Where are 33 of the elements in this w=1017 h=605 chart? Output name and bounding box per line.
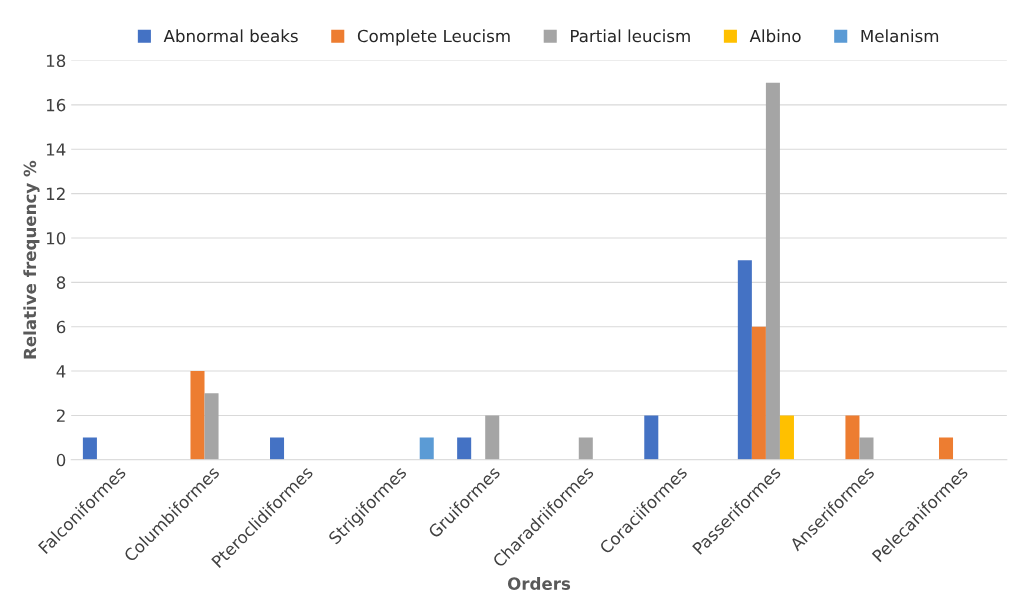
legend-label: Complete Leucism xyxy=(357,29,510,46)
x-axis-title: Orders xyxy=(507,577,571,590)
bar xyxy=(644,415,659,460)
bar xyxy=(485,415,500,460)
legend-label: Abnormal beaks xyxy=(163,29,298,43)
bar xyxy=(457,437,472,460)
bar xyxy=(751,326,766,460)
y-axis-title: Relative frequency % xyxy=(23,160,40,359)
bar xyxy=(845,415,860,460)
bar xyxy=(190,371,205,460)
y-tick-label: 14 xyxy=(46,143,66,156)
y-tick-label: 0 xyxy=(56,453,66,467)
y-tick-label: 18 xyxy=(46,54,66,68)
bar xyxy=(779,415,794,460)
y-tick-label: 10 xyxy=(46,231,66,245)
bar xyxy=(204,393,219,460)
y-tick-label: 8 xyxy=(56,276,66,289)
legend-label: Partial leucism xyxy=(571,29,690,43)
bar xyxy=(578,437,593,460)
legend-label: Albino xyxy=(749,29,801,43)
y-tick-label: 16 xyxy=(46,98,66,112)
bar xyxy=(939,437,954,460)
y-tick-label: 6 xyxy=(56,320,66,334)
bar xyxy=(859,437,874,460)
bar xyxy=(419,437,434,460)
bar xyxy=(82,437,97,460)
bar xyxy=(270,437,285,460)
y-tick-label: 4 xyxy=(56,365,66,378)
y-tick-label: 12 xyxy=(46,187,65,200)
y-tick-label: 2 xyxy=(56,409,65,422)
bar xyxy=(737,260,752,460)
bar xyxy=(765,82,780,460)
legend-label: Melanism xyxy=(861,29,939,43)
